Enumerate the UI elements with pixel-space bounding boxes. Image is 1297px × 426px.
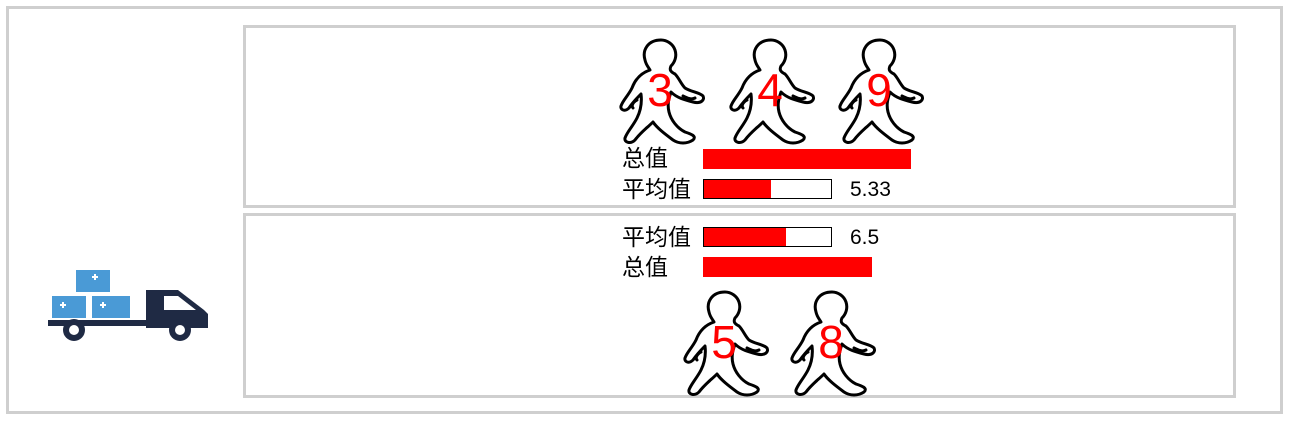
total-label: 总值 [622, 146, 668, 172]
total-bar [703, 149, 911, 169]
walking-person-icon: 9 [836, 36, 928, 148]
average-label: 平均值 [622, 177, 691, 203]
walking-person-icon: 3 [617, 36, 709, 148]
average-bar-fill [704, 228, 786, 246]
walking-person-icon: 4 [727, 36, 819, 148]
person-count: 9 [866, 64, 892, 116]
average-value: 6.5 [850, 226, 880, 249]
total-bar [703, 257, 872, 277]
outer-frame [6, 6, 1283, 414]
group-panel-1: 3 4 9 总值 平均值 5.33 [243, 25, 1236, 208]
person-count: 4 [757, 64, 783, 116]
walking-person-icon: 5 [681, 288, 773, 400]
person-count: 3 [647, 64, 673, 116]
average-bar [703, 227, 832, 247]
average-label: 平均值 [622, 225, 691, 251]
average-bar-fill [704, 180, 771, 198]
person-count: 8 [818, 316, 844, 368]
average-bar [703, 179, 832, 199]
person-count: 5 [711, 316, 737, 368]
delivery-truck-icon [48, 270, 208, 341]
total-label: 总值 [622, 255, 668, 281]
walking-person-icon: 8 [788, 288, 880, 400]
average-value: 5.33 [850, 178, 891, 201]
group-panel-2: 平均值 6.5 总值 5 8 [243, 213, 1236, 398]
